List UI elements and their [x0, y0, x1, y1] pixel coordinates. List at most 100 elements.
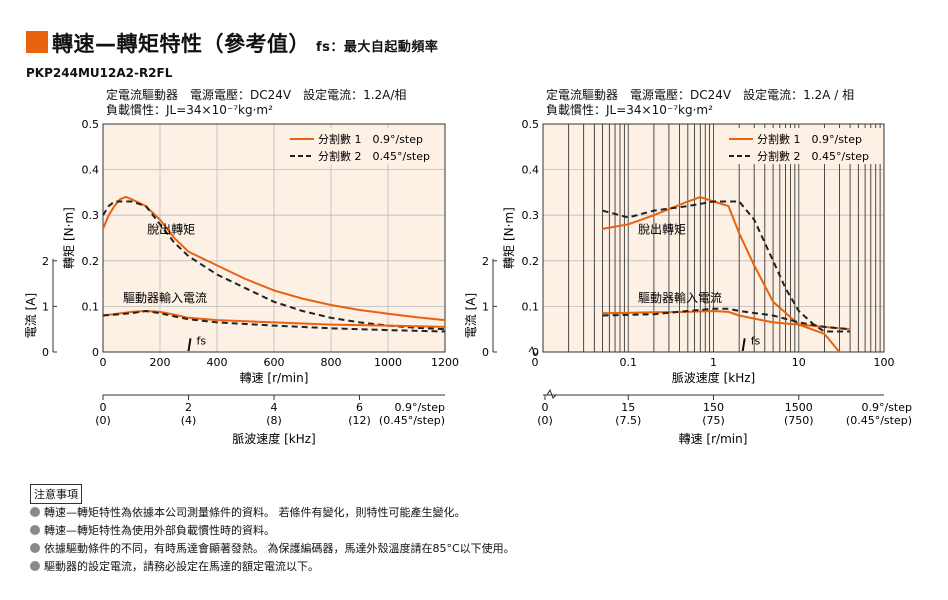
legend-box [286, 128, 444, 164]
secondary-tick-label: 4 [271, 401, 278, 414]
current-tick-label: 0 [42, 346, 49, 359]
secondary-tick-label-half: (0) [95, 414, 111, 427]
conditions-line1: 定電流驅動器 電源電壓：DC24V 設定電流：1.2A/相 [106, 88, 407, 102]
title-sub: fs：最大自起動頻率 [316, 40, 439, 55]
x-tick-label: 600 [264, 356, 285, 369]
x-tick-label: 1200 [431, 356, 459, 369]
y-tick-label: 0.2 [522, 255, 540, 268]
conditions-left: 定電流驅動器 電源電壓：DC24V 設定電流：1.2A/相 負載慣性：JL=34… [106, 88, 406, 118]
legend-entry: 分割數 2 0.45°/step [318, 149, 430, 163]
legend-entry: 分割數 1 0.9°/step [757, 132, 862, 146]
x-tick-label: 0.1 [620, 356, 638, 369]
note-item: 轉速—轉矩特性為依據本公司測量條件的資料。 若條件有變化，則特性可能產生變化。 [30, 504, 466, 520]
x-tick-label: 0 [100, 356, 107, 369]
series-line-pullout-dashed [102, 200, 446, 331]
note-item: 轉速—轉矩特性為使用外部負載慣性時的資料。 [30, 522, 275, 538]
secondary-tick-label: 0 [100, 401, 107, 414]
note-item: 驅動器的設定電流，請務必設定在馬達的額定電流以下。 [30, 558, 319, 574]
secondary-tick-label-half: (0) [537, 414, 553, 427]
secondary-tick-label-half: (75) [702, 414, 725, 427]
x-tick-label: 100 [874, 356, 895, 369]
legend-entry: 分割數 2 0.45°/step [757, 149, 869, 163]
secondary-tick-label-half: (8) [266, 414, 282, 427]
y2-axis-label: 電流 [A] [464, 293, 478, 338]
secondary-axis-label: 脈波速度 [kHz] [232, 431, 315, 446]
secondary-tick-label: 2 [185, 401, 192, 414]
secondary-axis-unit: 0.9°/step [862, 401, 913, 414]
x-tick-label: 1000 [374, 356, 402, 369]
axis-break-mark [528, 345, 539, 356]
secondary-tick-label-half: (750) [784, 414, 814, 427]
secondary-axis-unit-half: (0.45°/step) [846, 414, 912, 427]
y-tick-label: 0.5 [522, 118, 540, 131]
model-number: PKP244MU12A2-R2FL [26, 66, 173, 80]
secondary-tick-label: 150 [703, 401, 724, 414]
current-tick-label: 1 [42, 300, 49, 313]
page-title: 轉速—轉矩特性（參考值） fs：最大自起動頻率 [52, 28, 438, 58]
conditions-line2: 負載慣性：JL=34×10⁻⁷kg·m² [106, 103, 273, 117]
secondary-tick-label: 6 [356, 401, 363, 414]
secondary-tick-label: 15 [621, 401, 635, 414]
y-tick-label: 0.3 [82, 209, 100, 222]
conditions-line2: 負載慣性：JL=34×10⁻⁷kg·m² [546, 103, 713, 117]
notes-heading: 注意事項 [30, 484, 82, 504]
y2-axis-label: 電流 [A] [24, 293, 38, 338]
fs-marker [187, 338, 192, 352]
fs-label: fs [197, 334, 207, 347]
y-tick-label: 0 [532, 346, 539, 359]
series-line-pullout-solid [102, 195, 446, 322]
x-axis-label: 轉速 [r/min] [240, 371, 309, 385]
secondary-axis-unit-half: (0.45°/step) [379, 414, 445, 427]
secondary-tick-label: 1500 [785, 401, 813, 414]
legend-entry: 分割數 1 0.9°/step [318, 132, 423, 146]
input-current-label: 驅動器輸入電流 [638, 290, 722, 305]
x-tick-label: 800 [321, 356, 342, 369]
y-tick-label: 0.4 [82, 164, 100, 177]
secondary-tick-label-half: (7.5) [615, 414, 641, 427]
y-tick-label: 0.2 [82, 255, 100, 268]
x-tick-label: 400 [207, 356, 228, 369]
current-tick-label: 0 [482, 346, 489, 359]
pullout-torque-label: 脫出轉矩 [638, 221, 686, 236]
series-line-current-dashed [602, 307, 851, 331]
y-axis-label: 轉矩 [N·m] [62, 207, 76, 269]
x-tick-label: 1 [710, 356, 717, 369]
input-current-label: 驅動器輸入電流 [123, 290, 207, 305]
title-main: 轉速—轉矩特性（參考值） [52, 32, 310, 56]
note-item: 依據驅動條件的不同，有時馬達會顯著發熱。 為保護編碼器，馬達外殼溫度請在85°C… [30, 540, 515, 556]
plot-frame [102, 123, 446, 353]
pullout-torque-label: 脫出轉矩 [147, 221, 195, 236]
bullet-icon [30, 561, 40, 571]
current-tick-label: 1 [482, 300, 489, 313]
bullet-icon [30, 543, 40, 553]
axis-break-mark [546, 388, 557, 399]
series-line-current-solid [602, 309, 851, 331]
secondary-tick-label-half: (12) [348, 414, 371, 427]
legend-box [725, 128, 883, 164]
title-marker [26, 31, 48, 53]
y-tick-label: 0.1 [82, 300, 100, 313]
x-tick-label: 0 [532, 356, 539, 369]
bullet-icon [30, 525, 40, 535]
secondary-axis-unit: 0.9°/step [395, 401, 446, 414]
fs-label: fs [751, 334, 761, 347]
secondary-axis-label: 轉速 [r/min] [679, 432, 748, 446]
bullet-icon [30, 507, 40, 517]
y-tick-label: 0.3 [522, 209, 540, 222]
fs-marker [741, 338, 746, 352]
x-axis-label: 脈波速度 [kHz] [672, 370, 755, 385]
series-line-current-solid [102, 309, 446, 328]
secondary-tick-label: 0 [542, 401, 549, 414]
y-tick-label: 0.5 [82, 118, 100, 131]
current-tick-label: 2 [482, 255, 489, 268]
current-tick-label: 2 [42, 255, 49, 268]
conditions-line1: 定電流驅動器 電源電壓：DC24V 設定電流：1.2A / 相 [546, 88, 855, 102]
x-tick-label: 200 [150, 356, 171, 369]
plot-frame [542, 123, 885, 353]
secondary-tick-label-half: (4) [181, 414, 197, 427]
y-axis-label: 轉矩 [N·m] [502, 207, 516, 269]
y-tick-label: 0.1 [522, 300, 540, 313]
y-tick-label: 0.4 [522, 164, 540, 177]
